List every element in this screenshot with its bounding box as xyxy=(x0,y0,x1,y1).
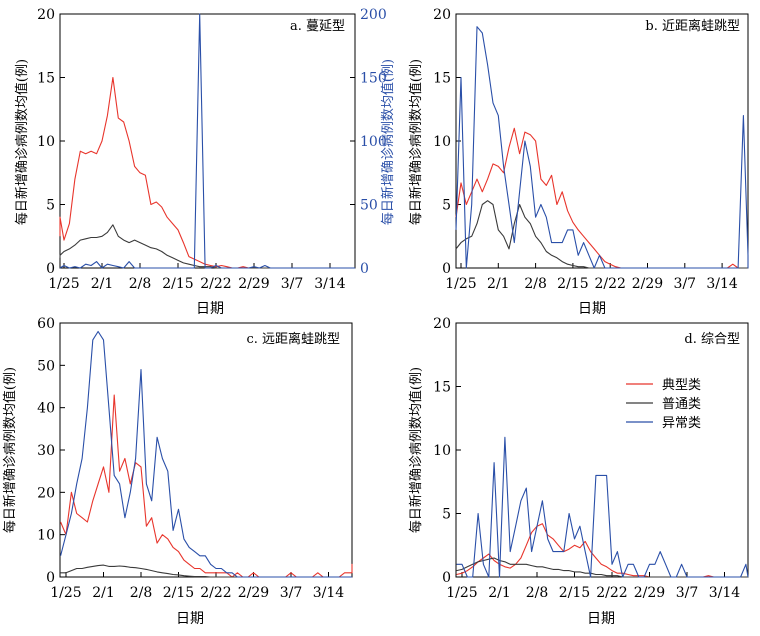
panel-a-xtick-label: 2/1 xyxy=(91,276,114,292)
panel-c-xtick-label: 2/15 xyxy=(163,585,194,601)
panel-b-xtick-label: 3/7 xyxy=(674,276,697,292)
panel-c-xtick-label: 3/14 xyxy=(313,585,345,601)
panel-a-xtick-label: 1/25 xyxy=(48,276,79,292)
panel-c-ytick-label: 50 xyxy=(37,358,55,374)
panel-d-ytick-label: 15 xyxy=(433,380,451,396)
panel-c-ytick-label: 20 xyxy=(37,485,55,501)
panel-a-xtick-label: 2/22 xyxy=(200,276,231,292)
panel-d-ytick-label: 10 xyxy=(433,443,451,459)
panel-c-xlabel: 日期 xyxy=(176,611,204,627)
panel-a-xtick-label: 3/14 xyxy=(314,276,346,292)
panel-d-ytick-label: 20 xyxy=(433,316,451,332)
panel-b-ytick-label: 20 xyxy=(433,7,451,23)
panel-c-series-abnormal-line xyxy=(60,330,352,578)
panel-d-ytick-label: 0 xyxy=(442,570,451,586)
panel-b-xtick-label: 2/1 xyxy=(487,276,510,292)
panel-a-title: a. 蔓延型 xyxy=(290,19,345,34)
panel-b-xlabel: 日期 xyxy=(578,301,606,317)
panel-c-series-typical-line xyxy=(60,394,353,578)
panel-a-frame xyxy=(59,13,356,269)
panel-a-series-normal-line xyxy=(59,224,355,269)
panel-b-xtick-label: 1/25 xyxy=(445,276,476,292)
panel-a-ytick-label: 20 xyxy=(37,7,55,23)
panel-d-xtick-label: 1/25 xyxy=(446,585,477,601)
panel-c-xtick-label: 2/22 xyxy=(200,585,231,601)
legend-label-normal: 普通类 xyxy=(662,397,701,412)
panel-a-xtick-label: 2/29 xyxy=(238,276,269,292)
panel-d-xtick-label: 3/14 xyxy=(709,585,741,601)
panel-c-xtick-label: 2/29 xyxy=(238,585,269,601)
panel-b-series-abnormal-line xyxy=(455,26,749,269)
panel-b-ytick-label: 10 xyxy=(433,134,451,150)
panel-c-ytick-label: 40 xyxy=(37,401,55,417)
panel-b-xtick-label: 3/14 xyxy=(706,276,738,292)
panel-c-ylabel: 每日新增确诊病例数均值(例) xyxy=(2,367,18,533)
panel-a-ytick-label: 0 xyxy=(46,261,55,277)
panel-d: 0 5 10 15 20 1/25 2/1 2/8 2/15 2/22 2/29 3/7 3/14 d.… xyxy=(408,316,749,627)
panel-a-xtick-label: 2/8 xyxy=(129,276,152,292)
panel-d-xtick-label: 2/8 xyxy=(526,585,549,601)
legend-label-typical: 典型类 xyxy=(662,378,701,393)
panel-a-y2tick-label: 0 xyxy=(360,261,369,277)
panel-d-ytick-label: 5 xyxy=(442,507,451,523)
panel-b: 0 5 10 15 20 1/25 2/1 2/8 2/15 2/22 2/29 3/7 3/14 b.… xyxy=(408,7,749,317)
panel-b-ytick-label: 5 xyxy=(442,198,451,214)
panel-d-frame xyxy=(455,322,749,578)
panel-c-series-normal-line xyxy=(60,564,352,578)
panel-d-xtick-label: 2/29 xyxy=(634,585,665,601)
panel-c-xtick-label: 1/25 xyxy=(50,585,81,601)
panel-a-series-typical-line xyxy=(59,76,355,269)
panel-c-ytick-label: 0 xyxy=(46,570,55,586)
panel-c-xtick-label: 2/1 xyxy=(92,585,115,601)
panel-d-ylabel: 每日新增确诊病例数均值(例) xyxy=(408,367,424,533)
panel-b-xtick-label: 2/8 xyxy=(524,276,547,292)
panel-d-xtick-label: 2/1 xyxy=(488,585,511,601)
panel-c-xtick-label: 3/7 xyxy=(280,585,303,601)
panel-d-xtick-label: 3/7 xyxy=(676,585,699,601)
panel-c-title: c. 远距离蛙跳型 xyxy=(246,331,340,347)
panel-b-ytick-label: 0 xyxy=(442,261,451,277)
panel-a-y2tick-label: 200 xyxy=(360,7,387,23)
panel-a-y2tick-label: 100 xyxy=(360,134,387,150)
panel-d-title: d. 综合型 xyxy=(684,332,740,347)
panel-d-series-abnormal-line xyxy=(456,436,749,578)
legend-label-abnormal: 异常类 xyxy=(662,416,701,431)
panel-a-y2tick-label: 150 xyxy=(360,71,387,87)
panel-c-ytick-label: 60 xyxy=(37,316,55,332)
panel-b-ylabel: 每日新增确诊病例数均值(例) xyxy=(408,59,424,225)
panel-a-xlabel: 日期 xyxy=(196,301,224,317)
panel-c-frame xyxy=(59,322,353,578)
panel-a-y2label: 每日新增确诊病例数均值(例) xyxy=(380,59,396,225)
panel-b-series-typical-line xyxy=(455,127,748,269)
panel-b-xtick-label: 2/29 xyxy=(632,276,663,292)
panel-c-ytick-label: 30 xyxy=(37,443,55,459)
panel-c-xtick-label: 2/8 xyxy=(130,585,153,601)
panel-b-ytick-label: 15 xyxy=(433,71,451,87)
panel-d-xlabel: 日期 xyxy=(587,611,615,627)
panel-c-ytick-label: 10 xyxy=(37,528,55,544)
legend: 典型类 普通类 异常类 xyxy=(626,378,701,431)
panel-b-title: b. 近距离蛙跳型 xyxy=(645,18,740,34)
panel-a-ylabel: 每日新增确诊病例数均值(例) xyxy=(14,59,30,225)
panel-c: 0 10 20 30 40 50 60 1/25 2/1 2/8 2/15 2/22 2/29 3/7 3/… xyxy=(2,316,353,627)
panel-a-y2tick-label: 50 xyxy=(360,198,378,214)
panel-a-ytick-label: 5 xyxy=(46,198,55,214)
panel-b-frame xyxy=(455,13,749,269)
panel-a-ytick-label: 15 xyxy=(37,71,55,87)
panel-b-xtick-label: 2/22 xyxy=(594,276,625,292)
panel-a-xtick-label: 3/7 xyxy=(281,276,304,292)
panel-b-xtick-label: 2/15 xyxy=(557,276,588,292)
panel-d-xtick-label: 2/22 xyxy=(596,585,627,601)
panel-a-xtick-label: 2/15 xyxy=(162,276,193,292)
panel-a-ytick-label: 10 xyxy=(37,134,55,150)
panel-a-series-abnormal-line xyxy=(59,13,355,269)
panel-d-xtick-label: 2/15 xyxy=(559,585,590,601)
